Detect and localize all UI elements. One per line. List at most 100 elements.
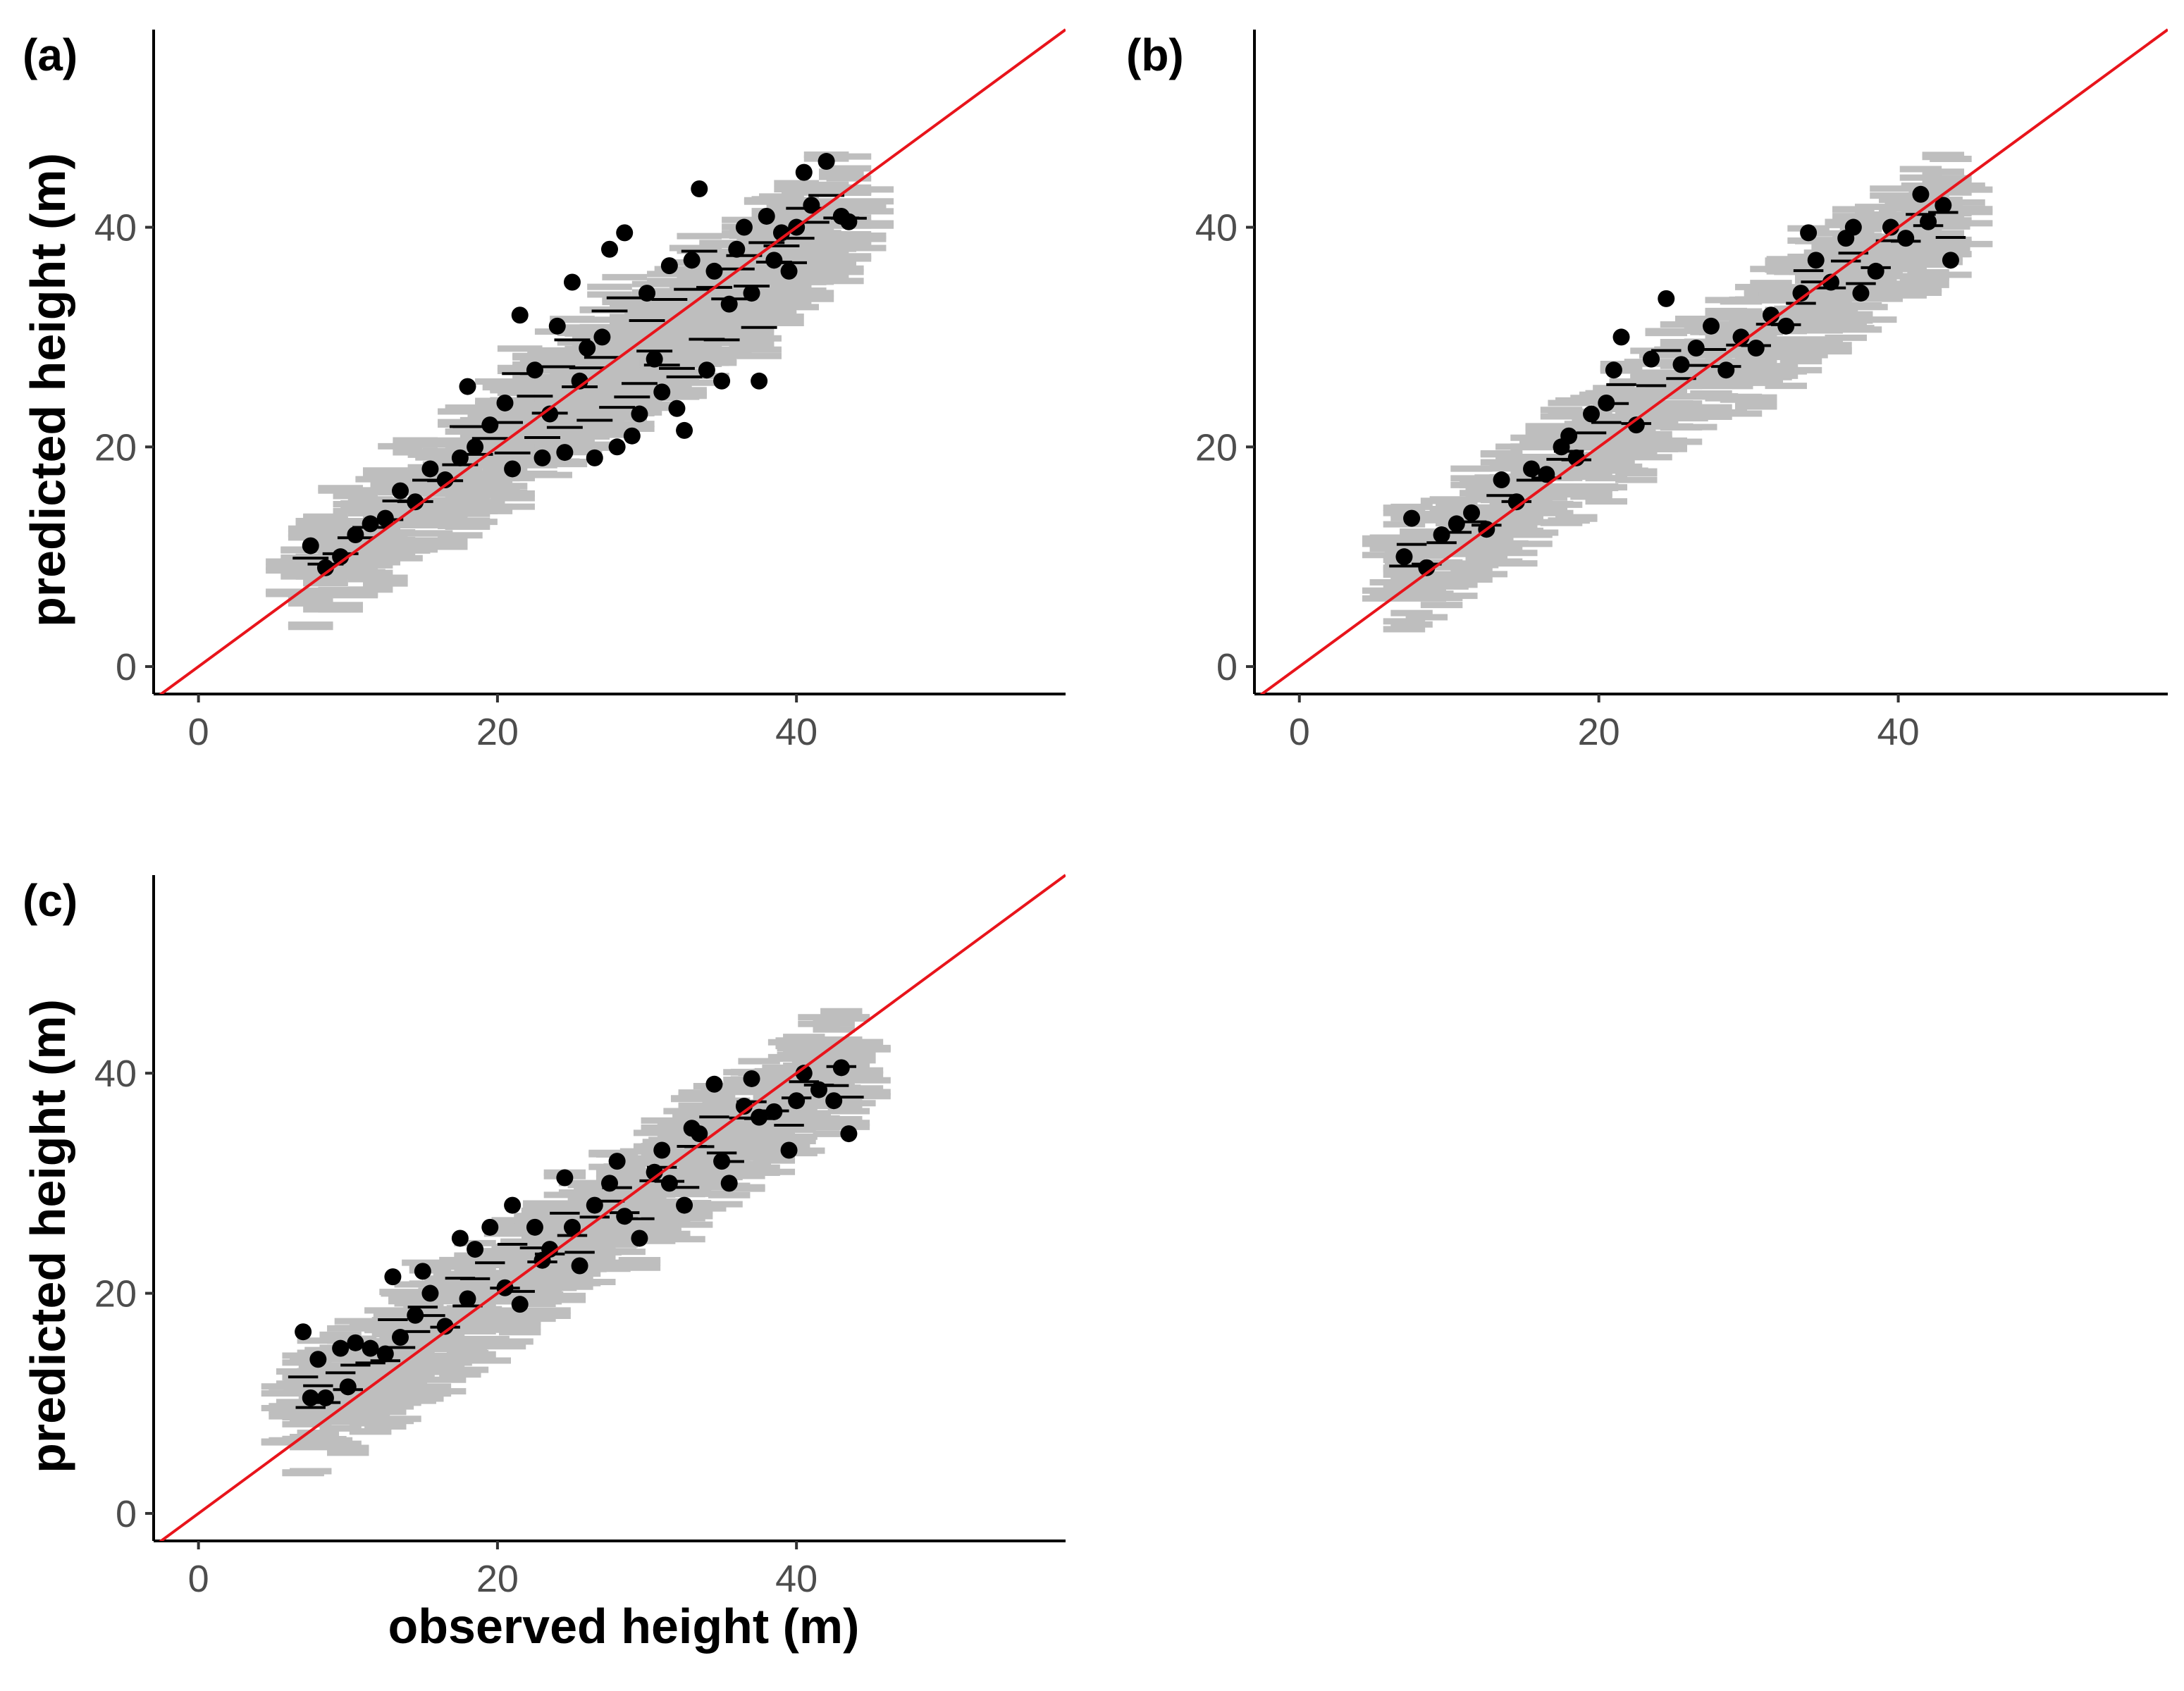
data-point — [735, 1098, 753, 1115]
x-axis-title: observed height (m) — [388, 1599, 860, 1654]
data-point — [347, 1334, 364, 1351]
data-point — [376, 1345, 394, 1363]
data-point — [698, 361, 715, 379]
data-point — [832, 1059, 850, 1077]
data-point — [1598, 394, 1615, 411]
data-point — [1703, 317, 1720, 335]
data-point — [1493, 471, 1510, 489]
data-point — [705, 262, 723, 280]
data-point — [563, 273, 581, 291]
data-point — [660, 1175, 678, 1192]
panel-label: (b) — [1126, 30, 1184, 80]
data-point — [571, 372, 588, 390]
data-point — [421, 1284, 439, 1302]
data-point — [705, 1075, 723, 1093]
data-point — [1807, 252, 1825, 269]
data-point — [788, 1092, 806, 1110]
data-point — [1612, 328, 1630, 346]
panel-label: (a) — [23, 30, 78, 80]
data-point — [593, 328, 611, 346]
y-tick-label: 0 — [116, 646, 137, 688]
data-point — [713, 372, 731, 390]
data-point — [533, 449, 551, 466]
x-tick-label: 40 — [1877, 711, 1920, 753]
data-point — [526, 361, 543, 379]
data-point — [504, 1196, 522, 1214]
data-point — [548, 317, 566, 335]
data-point — [451, 1229, 469, 1247]
data-point — [1822, 273, 1839, 291]
data-point — [795, 163, 813, 181]
data-point — [728, 240, 746, 258]
data-point — [414, 1263, 431, 1280]
data-point — [1732, 328, 1750, 346]
y-tick-label: 40 — [94, 207, 137, 249]
data-point — [1762, 306, 1779, 324]
data-point — [1852, 285, 1870, 302]
data-point — [608, 1153, 626, 1170]
data-point — [407, 493, 424, 511]
data-point — [1567, 449, 1585, 466]
data-point — [1658, 290, 1675, 307]
data-point — [660, 257, 678, 275]
y-axis-title: predicted height (m) — [20, 153, 75, 627]
data-point — [653, 1141, 671, 1159]
data-point — [735, 218, 753, 236]
data-point — [1463, 504, 1481, 521]
data-point — [332, 1339, 350, 1357]
data-point — [407, 1306, 424, 1324]
data-point — [339, 1378, 357, 1396]
data-layer — [261, 1008, 891, 1477]
data-point — [1583, 405, 1600, 423]
data-point — [1792, 285, 1810, 302]
data-point — [601, 1175, 618, 1192]
data-point — [751, 372, 768, 390]
data-point — [467, 1241, 484, 1258]
data-point — [376, 509, 394, 527]
data-point — [481, 416, 499, 434]
data-point — [765, 252, 783, 269]
data-point — [1912, 185, 1930, 203]
x-tick-label: 0 — [188, 711, 209, 753]
data-point — [1523, 460, 1541, 478]
data-point — [780, 262, 798, 280]
y-axis-title: predicted height (m) — [20, 999, 75, 1473]
data-point — [795, 1065, 813, 1082]
data-point — [1867, 262, 1884, 280]
data-point — [362, 515, 379, 533]
data-point — [646, 1163, 663, 1181]
data-point — [1942, 252, 1959, 269]
y-tick-label: 0 — [116, 1493, 137, 1535]
data-point — [1418, 559, 1436, 576]
data-point — [302, 1389, 319, 1406]
x-tick-label: 40 — [775, 711, 818, 753]
data-point — [743, 1070, 760, 1087]
one-to-one-line — [1259, 28, 2168, 694]
data-point — [316, 559, 334, 576]
data-point — [511, 306, 529, 324]
data-point — [347, 526, 364, 543]
data-point — [1800, 224, 1818, 242]
data-point — [436, 1318, 454, 1335]
data-point — [1717, 361, 1735, 379]
data-point — [810, 1081, 827, 1098]
data-point — [623, 427, 641, 445]
data-point — [586, 449, 603, 466]
data-point — [362, 1339, 379, 1357]
data-point — [1395, 548, 1413, 566]
data-point — [653, 383, 671, 401]
data-point — [511, 1296, 529, 1313]
data-point — [646, 350, 663, 368]
data-point — [421, 460, 439, 478]
data-point — [467, 438, 484, 456]
data-point — [541, 1241, 559, 1258]
data-point — [840, 213, 858, 230]
data-point — [556, 444, 574, 462]
data-point — [840, 1125, 858, 1143]
data-point — [451, 449, 469, 466]
data-point — [1672, 356, 1690, 373]
data-point — [668, 399, 686, 417]
data-point — [631, 405, 648, 423]
data-point — [818, 153, 835, 171]
